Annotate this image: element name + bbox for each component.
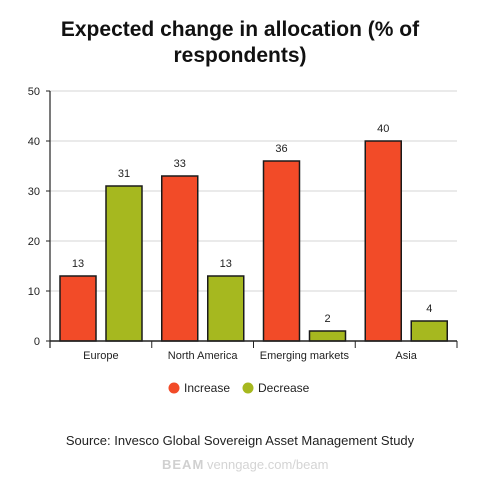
legend-label-increase: Increase	[184, 381, 230, 395]
category-label: Emerging markets	[260, 350, 350, 362]
y-tick-label: 50	[28, 86, 40, 98]
axes	[49, 91, 458, 348]
data-label: 31	[118, 168, 130, 180]
legend-swatch-decrease	[242, 382, 254, 394]
category-label: North America	[168, 350, 239, 362]
y-tick-label: 20	[28, 236, 40, 248]
category-labels: Europe North America Emerging markets Asia	[83, 350, 418, 362]
bar-decrease-asia	[410, 320, 448, 342]
bars	[59, 140, 448, 342]
bar-decrease-europe	[105, 185, 143, 342]
chart-title-line-2: respondents)	[173, 44, 306, 67]
data-label: 33	[174, 158, 186, 170]
legend: Increase Decrease	[168, 381, 310, 395]
data-label: 36	[275, 143, 287, 155]
data-label: 2	[324, 313, 330, 325]
legend-swatch-increase	[168, 382, 180, 394]
source-note: Source: Invesco Global Sovereign Asset M…	[66, 433, 415, 448]
y-tick-label: 30	[28, 186, 40, 198]
chart-title-line-1: Expected change in allocation (% of	[61, 18, 420, 41]
category-label: Asia	[395, 350, 417, 362]
bar-increase-asia	[364, 140, 402, 342]
y-axis-ticks: 0 10 20 30 40 50	[28, 86, 50, 348]
bar-increase-emerging-markets	[262, 160, 301, 342]
y-tick-label: 0	[34, 336, 40, 348]
legend-label-decrease: Decrease	[258, 381, 310, 395]
data-label: 13	[220, 258, 232, 270]
bar-decrease-north-america	[207, 275, 245, 342]
data-label: 40	[377, 123, 389, 135]
data-label: 13	[72, 258, 84, 270]
data-label: 4	[426, 303, 432, 315]
bar-increase-north-america	[161, 175, 199, 342]
data-labels: 13 31 33 13 36 2 40 4	[72, 123, 432, 325]
watermark-text: venngage.com/beam	[207, 457, 328, 472]
y-tick-label: 10	[28, 286, 40, 298]
category-label: Europe	[83, 350, 118, 362]
y-tick-label: 40	[28, 136, 40, 148]
bar-increase-europe	[59, 275, 97, 342]
bar-decrease-emerging-markets	[308, 330, 347, 342]
watermark-logo: BEAM	[162, 457, 204, 472]
